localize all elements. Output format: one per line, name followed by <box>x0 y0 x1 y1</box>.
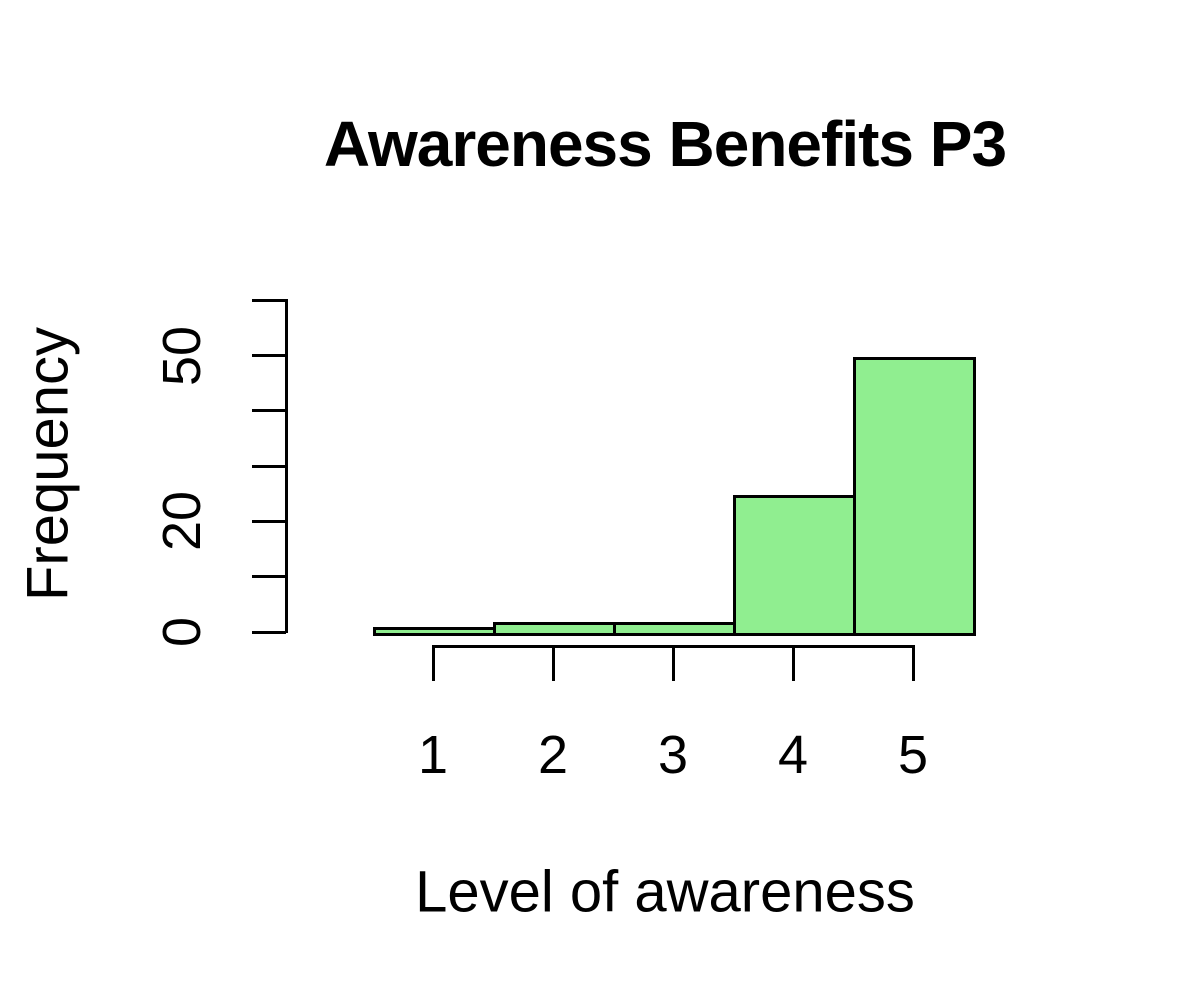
y-tick-40 <box>252 409 286 413</box>
x-tick-2 <box>551 645 555 681</box>
x-tick-3 <box>671 645 675 681</box>
y-tick-30 <box>252 464 286 468</box>
y-tick-0 <box>252 630 286 634</box>
x-axis-title: Level of awareness <box>415 859 915 925</box>
x-tick-label-3: 3 <box>657 725 689 785</box>
y-tick-10 <box>252 575 286 579</box>
histogram-bar-2 <box>493 621 616 636</box>
x-tick-label-5: 5 <box>897 725 929 785</box>
x-tick-label-1: 1 <box>417 725 449 785</box>
histogram-bar-3 <box>613 621 736 636</box>
y-axis-line <box>284 298 288 634</box>
y-tick-50 <box>252 354 286 358</box>
x-tick-1 <box>431 645 435 681</box>
x-tick-label-4: 4 <box>777 725 809 785</box>
x-tick-5 <box>911 645 915 681</box>
histogram-bar-5 <box>853 356 976 636</box>
x-tick-4 <box>791 645 795 681</box>
histogram-bar-4 <box>733 494 856 636</box>
y-tick-60 <box>252 298 286 302</box>
histogram-bar-1 <box>373 627 496 636</box>
y-tick-label-0: 0 <box>152 616 212 648</box>
y-tick-label-50: 50 <box>152 325 212 386</box>
x-tick-label-2: 2 <box>537 725 569 785</box>
y-tick-label-20: 20 <box>152 491 212 552</box>
chart-title: Awareness Benefits P3 <box>323 108 1007 180</box>
y-tick-20 <box>252 519 286 523</box>
